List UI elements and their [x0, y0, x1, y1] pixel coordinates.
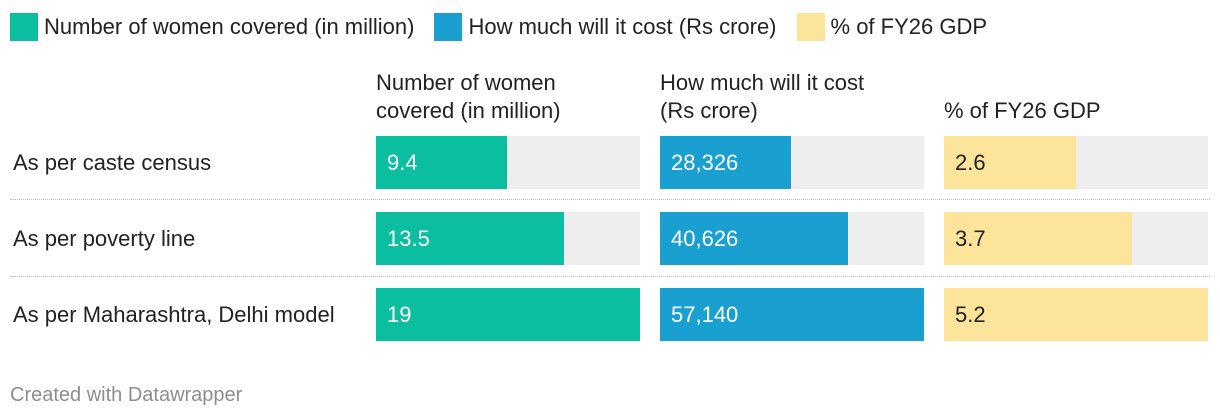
legend-item-gdp: % of FY26 GDP [796, 12, 988, 42]
bar [944, 212, 1132, 265]
bar-track: 13.5 [376, 212, 640, 265]
row-label: As per poverty line [13, 225, 196, 251]
bar [376, 212, 564, 265]
column-header-line: % of FY26 GDP [944, 98, 1101, 123]
bar-value-label: 28,326 [671, 150, 739, 175]
bar-value-label: 40,626 [671, 226, 739, 251]
legend: Number of women covered (in million) How… [10, 12, 1007, 42]
row-label: As per Maharashtra, Delhi model [13, 301, 335, 327]
legend-label-gdp: % of FY26 GDP [830, 14, 988, 39]
bar [376, 136, 507, 189]
legend-swatch-gdp [796, 13, 825, 41]
bar-track: 2.6 [944, 136, 1208, 189]
column-header-line: (Rs crore) [660, 98, 758, 123]
bar [660, 136, 791, 189]
bar-track: 9.4 [376, 136, 640, 189]
bar-value-label: 57,140 [671, 302, 739, 327]
bar [660, 288, 924, 341]
column-header-line: How much will it cost [660, 70, 865, 95]
legend-swatch-cost [434, 13, 463, 41]
bar [376, 288, 640, 341]
bar-value-label: 9.4 [387, 150, 418, 175]
bar [944, 288, 1208, 341]
row-divider [10, 199, 1210, 200]
bar-track: 28,326 [660, 136, 924, 189]
legend-label-women: Number of women covered (in million) [44, 14, 415, 39]
legend-item-women: Number of women covered (in million) [10, 12, 414, 42]
column-header-line: Number of women [376, 70, 556, 95]
bar [660, 212, 848, 265]
bar-track: 5.2 [944, 288, 1208, 341]
legend-item-cost: How much will it cost (Rs crore) [434, 12, 777, 42]
bar-value-label: 13.5 [387, 226, 430, 251]
bar-track: 57,140 [660, 288, 924, 341]
bar-value-label: 2.6 [955, 150, 986, 175]
legend-swatch-women [10, 13, 38, 41]
row-divider [10, 276, 1210, 277]
row-label: As per caste census [13, 149, 212, 175]
bar-value-label: 3.7 [955, 226, 986, 251]
legend-label-cost: How much will it cost (Rs crore) [468, 14, 777, 39]
bar-track: 40,626 [660, 212, 924, 265]
bar-value-label: 5.2 [955, 302, 986, 327]
footer-credit: Created with Datawrapper [10, 384, 243, 406]
bar-track: 19 [376, 288, 640, 341]
bar [944, 136, 1076, 189]
column-header-line: covered (in million) [376, 98, 561, 123]
bar-value-label: 19 [387, 302, 412, 327]
bar-track: 3.7 [944, 212, 1208, 265]
